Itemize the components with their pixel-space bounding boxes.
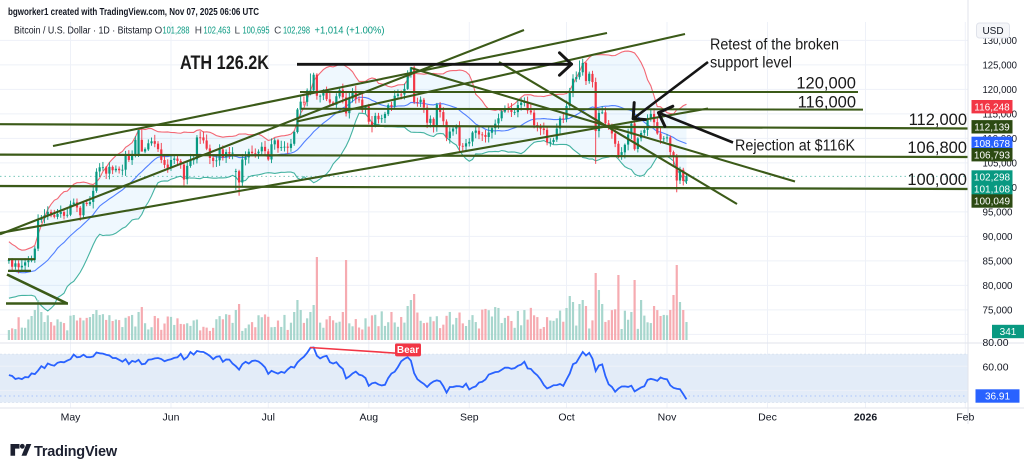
- svg-text:125,000: 125,000: [983, 61, 1018, 72]
- svg-text:+1,014 (+1.00%): +1,014 (+1.00%): [315, 26, 385, 37]
- svg-text:95,000: 95,000: [983, 207, 1013, 218]
- svg-text:Aug: Aug: [359, 412, 378, 424]
- svg-text:bgworker1 created with Trading: bgworker1 created with TradingView.com, …: [8, 6, 259, 18]
- svg-text:36.91: 36.91: [985, 392, 1010, 403]
- svg-text:60.00: 60.00: [983, 362, 1009, 373]
- svg-text:Sep: Sep: [460, 412, 479, 424]
- svg-text:100,695: 100,695: [243, 26, 270, 37]
- svg-text:Nov: Nov: [658, 412, 677, 424]
- svg-text:TradingView: TradingView: [34, 444, 118, 460]
- svg-text:105,000: 105,000: [983, 158, 1018, 169]
- svg-text:100,000: 100,000: [907, 171, 967, 189]
- svg-text:116,248: 116,248: [974, 102, 1010, 113]
- svg-text:May: May: [61, 412, 82, 424]
- svg-text:101,288: 101,288: [163, 26, 190, 37]
- svg-text:120,000: 120,000: [983, 85, 1018, 96]
- svg-text:Feb: Feb: [956, 412, 974, 424]
- svg-text:L: L: [235, 26, 241, 37]
- svg-text:support level: support level: [710, 55, 792, 72]
- svg-text:Dec: Dec: [758, 412, 777, 424]
- svg-text:115,000: 115,000: [983, 110, 1018, 121]
- svg-text:80,000: 80,000: [983, 281, 1013, 292]
- svg-text:112,139: 112,139: [974, 122, 1010, 133]
- svg-text:Retest of the broken: Retest of the broken: [710, 37, 839, 54]
- svg-text:80.00: 80.00: [983, 338, 1009, 349]
- svg-text:2026: 2026: [854, 412, 878, 424]
- svg-text:ATH 126.2K: ATH 126.2K: [180, 53, 269, 74]
- svg-text:90,000: 90,000: [983, 232, 1013, 243]
- svg-text:106,800: 106,800: [907, 139, 967, 157]
- svg-text:O: O: [155, 26, 163, 37]
- svg-text:102,298: 102,298: [283, 26, 310, 37]
- svg-text:102,298: 102,298: [974, 173, 1011, 184]
- svg-text:100,049: 100,049: [974, 197, 1011, 208]
- svg-text:101,108: 101,108: [974, 185, 1011, 196]
- svg-text:H: H: [195, 26, 202, 37]
- svg-text:106,793: 106,793: [974, 150, 1011, 161]
- svg-text:Bitcoin / U.S. Dollar · 1D · B: Bitcoin / U.S. Dollar · 1D · Bitstamp: [14, 26, 152, 37]
- svg-text:USD: USD: [982, 26, 1003, 37]
- svg-text:102,463: 102,463: [204, 26, 231, 37]
- svg-text:C: C: [274, 26, 281, 37]
- svg-text:108,678: 108,678: [974, 139, 1011, 150]
- svg-text:Jul: Jul: [262, 412, 275, 424]
- svg-text:130,000: 130,000: [983, 36, 1018, 47]
- svg-text:85,000: 85,000: [983, 256, 1013, 267]
- svg-text:341: 341: [1000, 327, 1017, 338]
- svg-text:Rejection at $116K: Rejection at $116K: [735, 138, 856, 155]
- svg-text:120,000: 120,000: [796, 75, 856, 93]
- svg-text:75,000: 75,000: [983, 305, 1013, 316]
- svg-text:116,000: 116,000: [798, 93, 856, 111]
- svg-text:Jun: Jun: [163, 412, 180, 424]
- svg-text:Bear: Bear: [397, 345, 419, 356]
- svg-text:112,000: 112,000: [909, 111, 967, 129]
- svg-text:Oct: Oct: [558, 412, 574, 424]
